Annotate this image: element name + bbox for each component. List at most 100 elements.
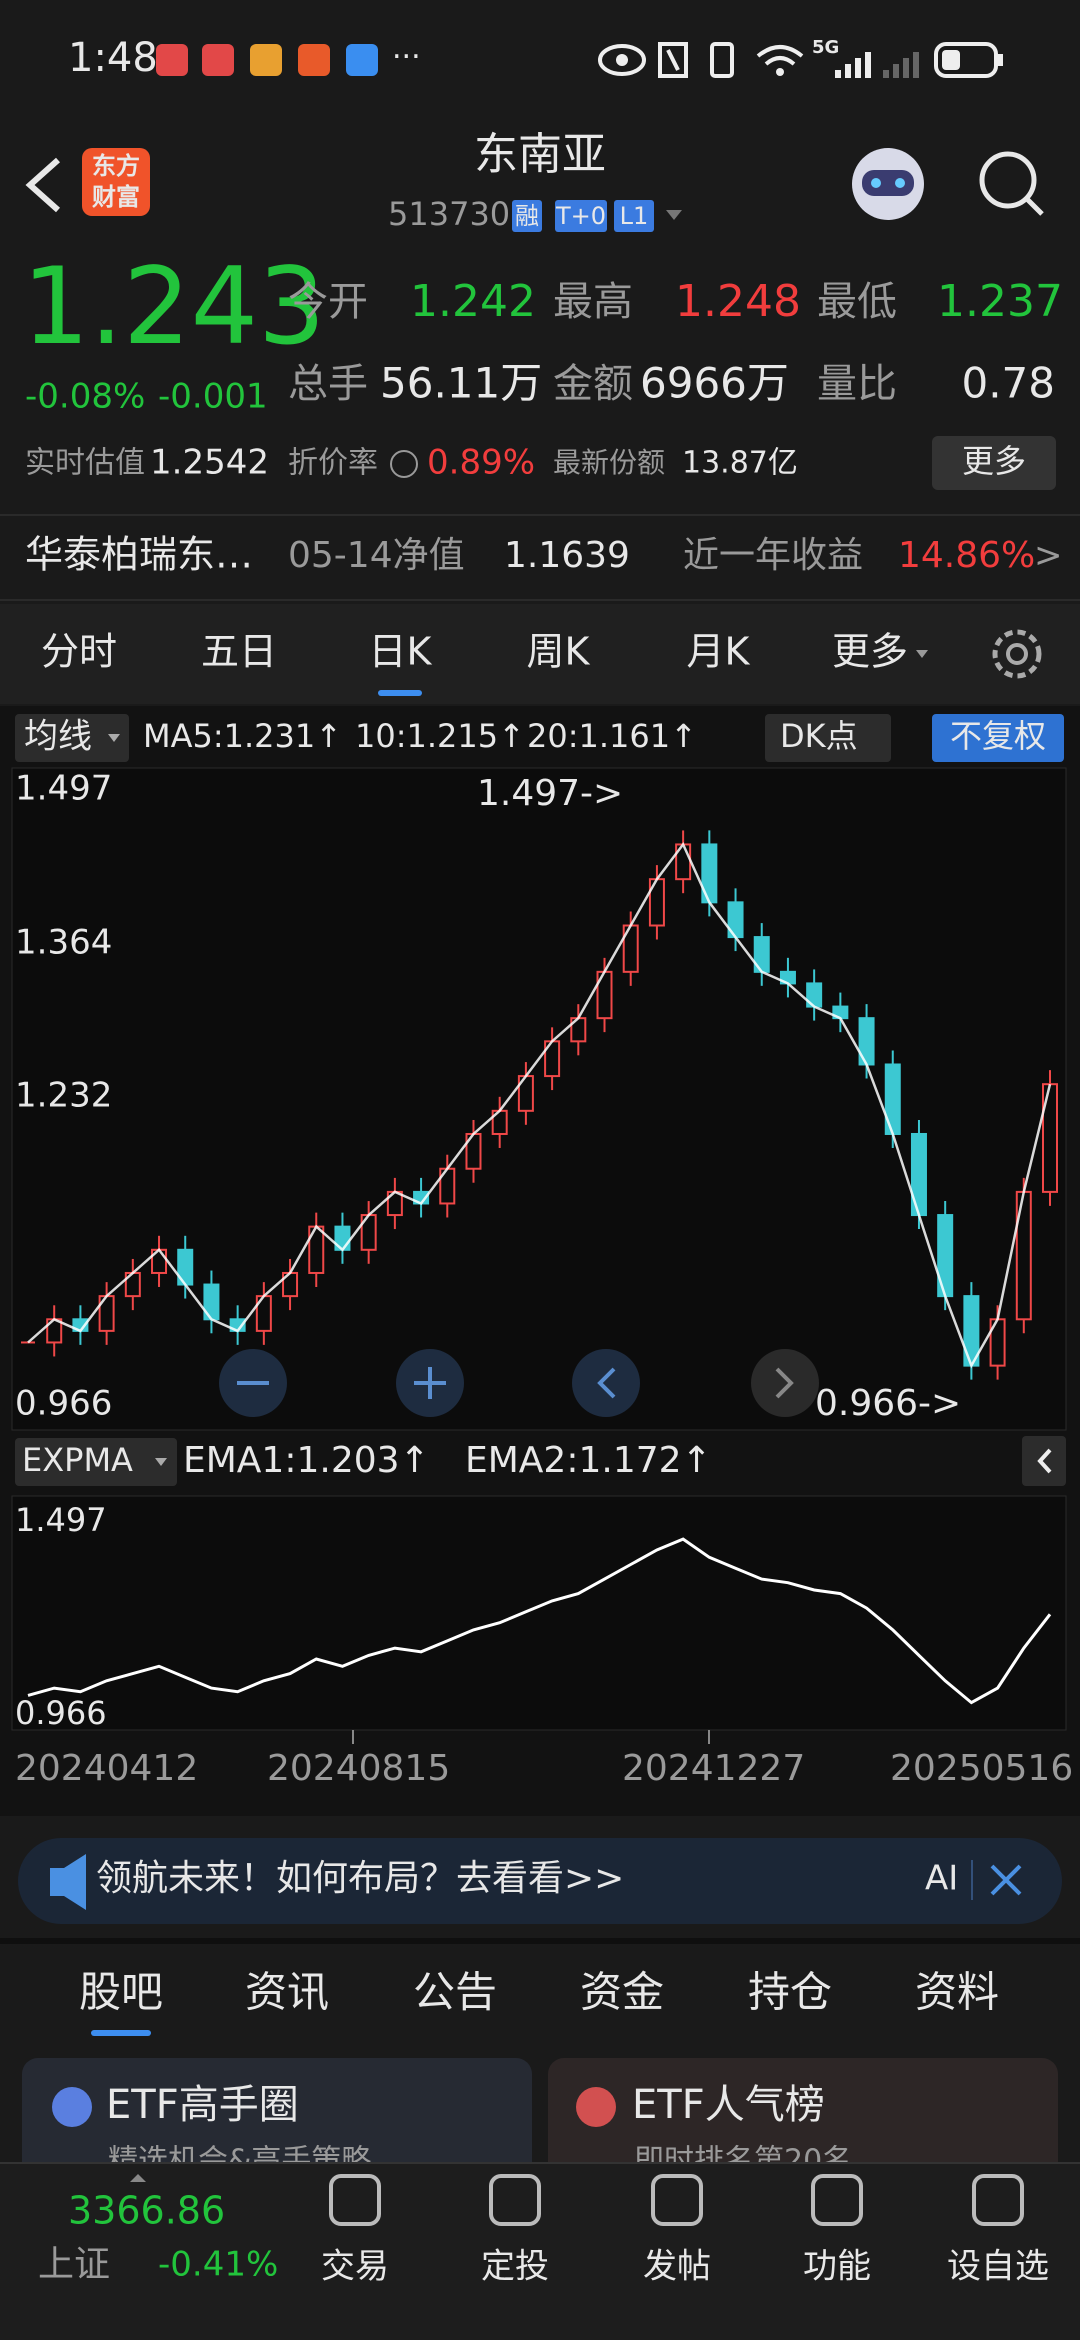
tab-label: 持仓: [748, 1968, 832, 2017]
robot-face: [862, 170, 914, 196]
badge: [614, 200, 654, 232]
search-button[interactable]: [979, 151, 1044, 216]
content-tabs: 股吧 资讯 公告 资金 持仓 资料: [79, 1968, 999, 2037]
zoom-out-button[interactable]: [219, 1349, 287, 1417]
scroll-left-button[interactable]: [572, 1349, 640, 1417]
card-icon: [52, 2087, 92, 2127]
ma-selector[interactable]: 均线: [15, 714, 129, 762]
return-arrow[interactable]: >: [1034, 536, 1063, 576]
more-button[interactable]: 更多: [932, 436, 1056, 490]
nav-item[interactable]: 交易: [321, 2174, 389, 2287]
y-tick-label: 0.966: [15, 1384, 112, 1424]
banner-bg: [18, 1838, 1062, 1924]
period-tab[interactable]: 分时: [41, 630, 117, 674]
content-tab[interactable]: 资金: [580, 1968, 664, 2017]
discount-label: 折价率: [288, 446, 378, 481]
card-icon: [576, 2087, 616, 2127]
ma5-label: MA5:1.231↑: [143, 717, 342, 755]
y-tick-label: 0.966: [15, 1694, 107, 1732]
indicator-name: 均线: [24, 717, 92, 757]
content-tab[interactable]: 股吧: [79, 1968, 163, 2037]
button-bg: [1022, 1436, 1066, 1486]
period-tab[interactable]: 日K: [369, 630, 433, 697]
selector-bg: [15, 1438, 177, 1486]
dropdown-arrow: [155, 1458, 167, 1466]
field-label: 今开: [288, 279, 368, 325]
stock-code: 513730: [388, 195, 510, 233]
scroll-right-button[interactable]: [751, 1349, 819, 1417]
button-bg: [932, 714, 1064, 762]
close-icon: [990, 1864, 1022, 1896]
ema2-label: EMA2:1.172↑: [465, 1440, 712, 1481]
network-type: 5G: [812, 37, 839, 58]
nav-icon: [329, 2174, 381, 2226]
nav-label: 05-14净值: [288, 535, 465, 576]
content-tab[interactable]: 资料: [915, 1968, 999, 2017]
search-icon: [979, 151, 1037, 209]
period-tabs: 分时 五日 日K 周K 月K 更多: [41, 630, 928, 697]
tab-label: 五日: [201, 630, 277, 674]
ema1-label: EMA1:1.203↑: [183, 1440, 430, 1481]
nav-label: 设自选: [947, 2247, 1049, 2287]
index-change: -0.41%: [158, 2245, 278, 2285]
app-icon: [202, 44, 234, 76]
period-tab[interactable]: 五日: [201, 630, 277, 674]
tab-label: 日K: [369, 630, 433, 674]
nav-item[interactable]: 功能: [803, 2174, 871, 2287]
adjust-button[interactable]: 不复权: [932, 714, 1064, 762]
wifi-icon: [776, 68, 784, 76]
fund-name[interactable]: 华泰柏瑞东…: [25, 533, 253, 577]
field-label: 量比: [817, 361, 897, 407]
gear-icon: [1006, 643, 1028, 665]
nav-item[interactable]: 定投: [481, 2174, 549, 2287]
badge-text: T+0: [555, 202, 606, 230]
banner-close[interactable]: [990, 1864, 1022, 1896]
card-bg: [22, 2058, 532, 2188]
back-button[interactable]: [25, 157, 60, 213]
period-tab[interactable]: 更多: [832, 630, 928, 674]
nav-item[interactable]: 发帖: [643, 2174, 711, 2287]
info-icon[interactable]: [390, 450, 418, 478]
app-icon: [250, 44, 282, 76]
dropdown-arrow: [666, 210, 682, 220]
change-pct: -0.08%: [25, 377, 145, 417]
tab-label: 资讯: [245, 1968, 329, 2017]
button-label: 不复权: [950, 717, 1046, 755]
field-value: 0.78: [961, 359, 1055, 408]
left-icon: [597, 1367, 616, 1399]
field-value: 1.237: [937, 276, 1063, 327]
button-bg: [572, 1349, 640, 1417]
ma10-label: 10:1.215↑: [355, 717, 525, 755]
button-label: DK点: [780, 717, 858, 755]
signal-icon: [883, 52, 919, 78]
promo-banner[interactable]: 领航未来！如何布局？去看看>> AI: [18, 1838, 1062, 1924]
field-label: 最低: [817, 279, 897, 325]
dk-button[interactable]: DK点: [765, 714, 891, 762]
card-title: ETF高手圈: [106, 2082, 299, 2128]
signal-icon: [835, 52, 871, 78]
gear-icon: [992, 629, 1042, 679]
left-icon: [1037, 1448, 1052, 1474]
robot-assistant[interactable]: [852, 148, 924, 220]
field-value: 1.248: [675, 276, 801, 327]
y-tick-label: 1.497: [15, 1501, 107, 1539]
collapse-button[interactable]: [1022, 1436, 1066, 1486]
nav-icon: [489, 2174, 541, 2226]
settings-button[interactable]: [992, 629, 1042, 679]
content-tab[interactable]: 资讯: [245, 1968, 329, 2017]
badge-text: L1: [620, 202, 649, 230]
period-tab[interactable]: 周K: [527, 630, 591, 674]
index-ticker[interactable]: 3366.86 上证 -0.41%: [38, 2174, 278, 2285]
content-tab[interactable]: 公告: [413, 1968, 497, 2017]
nav-item[interactable]: 设自选: [947, 2174, 1049, 2287]
period-tab[interactable]: 月K: [687, 630, 751, 674]
shares-value: 13.87亿: [682, 446, 798, 481]
content-tab[interactable]: 持仓: [748, 1968, 832, 2017]
date-label: 20250516: [890, 1748, 1073, 1789]
estimate-value: 1.2542: [150, 443, 269, 483]
expma-selector[interactable]: EXPMA: [15, 1438, 177, 1486]
dropdown-arrow: [108, 734, 120, 742]
button-bg: [765, 714, 891, 762]
expand-arrow: [130, 2174, 146, 2182]
zoom-in-button[interactable]: [396, 1349, 464, 1417]
